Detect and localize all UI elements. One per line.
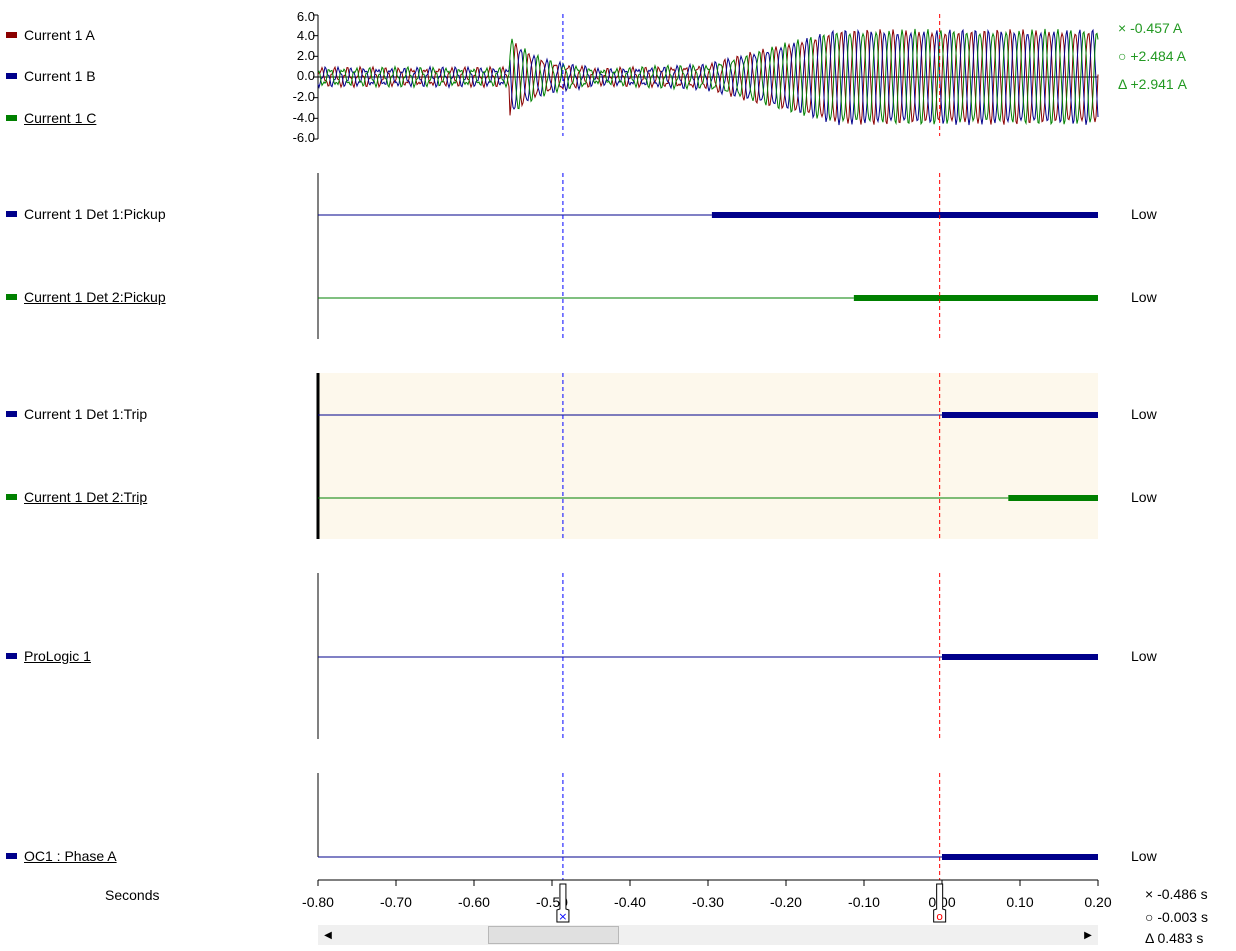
legend-current-1-a[interactable]: Current 1 A bbox=[6, 27, 95, 43]
legend-label: Current 1 B bbox=[24, 68, 96, 84]
state-oc1-phase-a: Low bbox=[1131, 848, 1157, 864]
legend-label: OC1 : Phase A bbox=[24, 848, 117, 864]
color-swatch bbox=[6, 494, 17, 500]
cursor-handle-shape bbox=[556, 883, 570, 923]
legend-det1-pickup[interactable]: Current 1 Det 1:Pickup bbox=[6, 206, 166, 222]
readout-value: +2.941 A bbox=[1130, 76, 1187, 92]
legend-label: Current 1 C bbox=[24, 110, 97, 126]
time-tick-label: 0.10 bbox=[1006, 894, 1033, 910]
readout-value: -0.003 s bbox=[1157, 909, 1208, 925]
x-cursor-icon: × bbox=[1118, 20, 1127, 36]
cursor-handle-icon: × bbox=[558, 910, 567, 923]
state-det1-pickup: Low bbox=[1131, 206, 1157, 222]
analog-readout-o: ○ +2.484 A bbox=[1118, 48, 1186, 64]
color-swatch bbox=[6, 32, 17, 38]
color-swatch bbox=[6, 853, 17, 859]
readout-value: -0.457 A bbox=[1130, 20, 1183, 36]
legend-label: Current 1 A bbox=[24, 27, 95, 43]
scroll-left-button[interactable]: ◀ bbox=[318, 925, 338, 945]
arrow-right-icon: ▶ bbox=[1084, 929, 1092, 941]
color-swatch bbox=[6, 411, 17, 417]
analog-readout-x: × -0.457 A bbox=[1118, 20, 1182, 36]
arrow-left-icon: ◀ bbox=[324, 929, 332, 941]
o-cursor-icon: ○ bbox=[1118, 48, 1127, 64]
delta-icon: Δ bbox=[1145, 930, 1154, 946]
y-tick: 4.0 bbox=[296, 28, 315, 43]
legend-current-1-b[interactable]: Current 1 B bbox=[6, 68, 96, 84]
selected-band bbox=[318, 373, 1098, 539]
y-tick: 0.0 bbox=[296, 68, 315, 83]
cursor-handle-shape bbox=[933, 883, 947, 923]
readout-value: 0.483 s bbox=[1157, 930, 1204, 946]
readout-value: +2.484 A bbox=[1130, 48, 1187, 64]
x-cursor-icon: × bbox=[1145, 886, 1154, 902]
legend-det1-trip[interactable]: Current 1 Det 1:Trip bbox=[6, 406, 147, 422]
legend-prologic-1[interactable]: ProLogic 1 bbox=[6, 648, 91, 664]
legend-label: Current 1 Det 2:Pickup bbox=[24, 289, 166, 305]
cursor-handle-icon: o bbox=[936, 910, 943, 923]
legend-label: Current 1 Det 1:Pickup bbox=[24, 206, 166, 222]
color-swatch bbox=[6, 211, 17, 217]
o-cursor-handle[interactable]: o bbox=[933, 883, 947, 923]
time-tick-label: -0.30 bbox=[692, 894, 724, 910]
color-swatch bbox=[6, 73, 17, 79]
time-tick-label: -0.80 bbox=[302, 894, 334, 910]
y-tick: 2.0 bbox=[296, 48, 315, 63]
state-det2-trip: Low bbox=[1131, 489, 1157, 505]
time-tick-label: -0.40 bbox=[614, 894, 646, 910]
horizontal-scrollbar[interactable]: ◀ ▶ bbox=[318, 925, 1098, 945]
color-swatch bbox=[6, 653, 17, 659]
time-readout-o: ○ -0.003 s bbox=[1145, 909, 1208, 925]
delta-icon: Δ bbox=[1118, 76, 1127, 92]
time-tick-label: -0.10 bbox=[848, 894, 880, 910]
current-1-b-trace bbox=[317, 28, 1099, 126]
legend-label: Current 1 Det 1:Trip bbox=[24, 406, 148, 422]
legend-oc1-phase-a[interactable]: OC1 : Phase A bbox=[6, 848, 117, 864]
color-swatch bbox=[6, 115, 17, 121]
scroll-thumb[interactable] bbox=[488, 926, 619, 944]
y-tick: -2.0 bbox=[292, 89, 315, 104]
legend-det2-trip[interactable]: Current 1 Det 2:Trip bbox=[6, 489, 147, 505]
time-readout-x: × -0.486 s bbox=[1145, 886, 1208, 902]
time-readout-delta: Δ 0.483 s bbox=[1145, 930, 1203, 946]
time-tick-label: -0.70 bbox=[380, 894, 412, 910]
y-tick: 6.0 bbox=[296, 9, 315, 24]
time-tick-label: -0.20 bbox=[770, 894, 802, 910]
legend-label: Current 1 Det 2:Trip bbox=[24, 489, 148, 505]
time-tick-label: -0.60 bbox=[458, 894, 490, 910]
state-prologic-1: Low bbox=[1131, 648, 1157, 664]
state-det2-pickup: Low bbox=[1131, 289, 1157, 305]
x-cursor-handle[interactable]: × bbox=[556, 883, 570, 923]
time-tick-label: 0.20 bbox=[1084, 894, 1111, 910]
y-tick: -4.0 bbox=[292, 110, 315, 125]
current-1-c-trace bbox=[317, 28, 1099, 126]
color-swatch bbox=[6, 294, 17, 300]
legend-det2-pickup[interactable]: Current 1 Det 2:Pickup bbox=[6, 289, 166, 305]
scroll-right-button[interactable]: ▶ bbox=[1078, 925, 1098, 945]
readout-value: -0.486 s bbox=[1157, 886, 1208, 902]
legend-label: ProLogic 1 bbox=[24, 648, 91, 664]
time-axis-label: Seconds bbox=[105, 887, 160, 903]
current-1-a-trace bbox=[317, 29, 1099, 125]
analog-readout-delta: Δ +2.941 A bbox=[1118, 76, 1187, 92]
legend-current-1-c[interactable]: Current 1 C bbox=[6, 110, 96, 126]
state-det1-trip: Low bbox=[1131, 406, 1157, 422]
y-tick: -6.0 bbox=[292, 130, 315, 145]
o-cursor-icon: ○ bbox=[1145, 909, 1154, 925]
